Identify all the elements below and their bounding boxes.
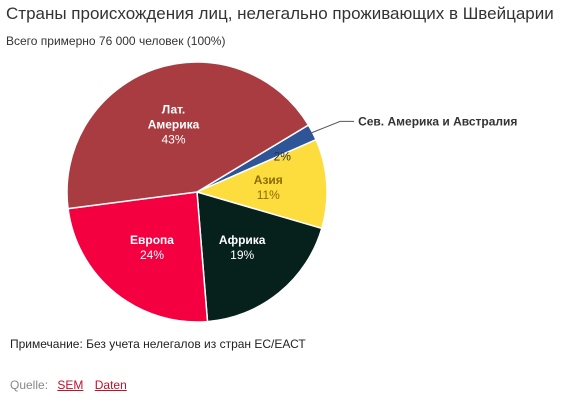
source-label: Quelle: bbox=[10, 378, 49, 392]
slice-value-label-4: 43% bbox=[161, 133, 185, 147]
pie-slice-2 bbox=[196, 190, 323, 323]
slice-name-label-0: Сев. Америка и Австралия bbox=[358, 114, 517, 128]
source-link-daten[interactable]: Daten bbox=[94, 378, 127, 392]
slice-value-label-1: 11% bbox=[257, 188, 280, 202]
chart-subtitle: Всего примерно 76 000 человек (100%) bbox=[6, 34, 226, 48]
chart-title: Страны происхождения лиц, нелегально про… bbox=[6, 4, 554, 23]
slice-value-label-0: 2% bbox=[274, 150, 292, 164]
slice-name-label-1: Азия bbox=[254, 173, 283, 187]
slice-value-label-3: 24% bbox=[140, 248, 164, 262]
source-link-sem[interactable]: SEM bbox=[57, 378, 84, 392]
slice-name-label-4-0: Лат. bbox=[162, 103, 186, 117]
pie-slice-1 bbox=[194, 138, 328, 230]
source-line: Quelle: SEM Daten bbox=[10, 378, 127, 392]
chart-note: Примечание: Без учета нелегалов из стран… bbox=[10, 337, 306, 351]
pie-slice-3 bbox=[67, 191, 209, 323]
pie-slices bbox=[66, 61, 328, 323]
pie-slice-4 bbox=[66, 61, 310, 210]
callout-leader-line bbox=[309, 120, 355, 134]
slice-name-label-4-1: Америка bbox=[148, 118, 200, 132]
slice-value-label-2: 19% bbox=[230, 248, 254, 262]
slice-name-label-2: Африка bbox=[219, 233, 266, 247]
slice-name-label-3: Европа bbox=[130, 233, 174, 247]
